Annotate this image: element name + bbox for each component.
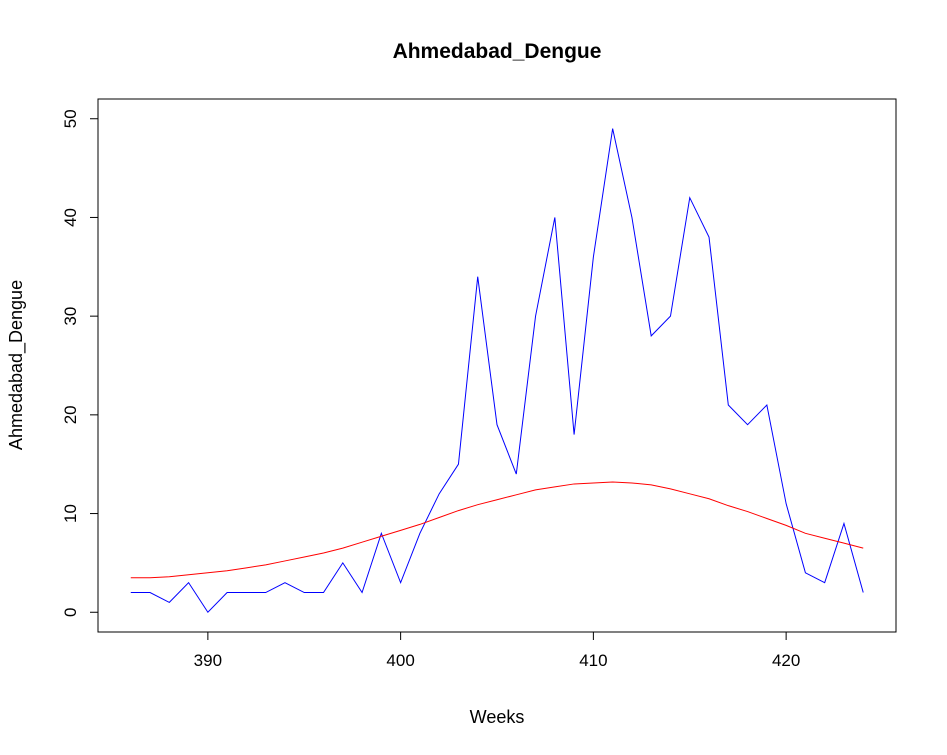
y-tick-label: 10 [61, 504, 80, 523]
x-tick-label: 400 [386, 651, 414, 670]
series-line-1 [131, 129, 863, 613]
y-tick-label: 40 [61, 208, 80, 227]
y-axis-label: Ahmedabad_Dengue [6, 280, 27, 450]
chart-title: Ahmedabad_Dengue [393, 40, 602, 63]
y-tick-label: 30 [61, 307, 80, 326]
plot-area-box [98, 99, 896, 632]
x-tick-label: 420 [772, 651, 800, 670]
y-tick-label: 20 [61, 405, 80, 424]
x-tick-label: 410 [579, 651, 607, 670]
x-tick-label: 390 [194, 651, 222, 670]
series-line-2 [131, 482, 863, 578]
x-axis: 390 400 410 420 [194, 632, 801, 670]
y-tick-label: 50 [61, 109, 80, 128]
x-axis-label: Weeks [470, 707, 525, 727]
y-tick-label: 0 [61, 608, 80, 617]
y-axis: 0 10 20 30 40 50 [61, 109, 98, 617]
series-layer [131, 129, 863, 613]
